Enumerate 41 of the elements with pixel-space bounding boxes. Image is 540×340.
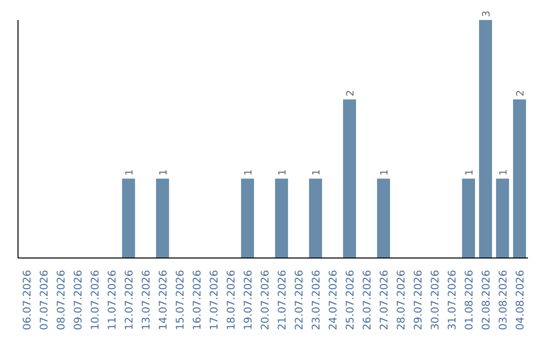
- x-tick-label: 23.07.2026: [310, 270, 322, 330]
- x-tick-label: 14.07.2026: [158, 270, 170, 330]
- x-tick-label: 20.07.2026: [260, 270, 272, 330]
- x-tick-label: 13.07.2026: [140, 270, 152, 330]
- x-tick-label: 16.07.2026: [192, 270, 204, 330]
- data-label: 2: [516, 90, 527, 96]
- x-tick-label: 27.07.2026: [378, 270, 390, 330]
- x-tick-label: 17.07.2026: [208, 270, 220, 330]
- x-tick-label: 07.07.2026: [38, 270, 50, 330]
- x-tick-label: 28.07.2026: [396, 270, 408, 330]
- x-tick-label: 08.07.2026: [56, 270, 68, 330]
- x-tick-label: 29.07.2026: [412, 270, 424, 330]
- data-label: 1: [244, 169, 255, 176]
- x-tick-label: 02.08.2026: [480, 270, 492, 330]
- x-tick-label: 26.07.2026: [362, 270, 374, 330]
- x-tick-label: 11.07.2026: [106, 270, 118, 330]
- x-tick-label: 30.07.2026: [430, 270, 442, 330]
- x-tick-label: 15.07.2026: [174, 270, 186, 330]
- x-tick-label: 09.07.2026: [72, 270, 84, 330]
- data-label: 1: [278, 169, 289, 176]
- x-tick-label: 12.07.2026: [124, 270, 136, 330]
- x-tick-label: 19.07.2026: [242, 270, 254, 330]
- x-tick-label: 31.07.2026: [446, 270, 458, 330]
- x-tick-label: 18.07.2026: [226, 270, 238, 330]
- x-tick-label: 21.07.2026: [276, 270, 288, 330]
- x-tick-label: 01.08.2026: [464, 270, 476, 330]
- data-label: 2: [346, 90, 357, 96]
- data-label: 1: [312, 169, 323, 176]
- data-label: 1: [380, 169, 391, 176]
- data-label: 1: [124, 169, 136, 176]
- data-label: 3: [482, 10, 493, 17]
- x-tick-label: 04.08.2026: [514, 270, 526, 330]
- data-label: 1: [498, 169, 510, 176]
- data-label: 1: [158, 169, 170, 176]
- data-label: 1: [464, 169, 476, 176]
- x-tick-label: 10.07.2026: [90, 270, 102, 330]
- x-tick-label: 22.07.2026: [294, 270, 306, 330]
- x-tick-label: 06.07.2026: [22, 270, 34, 330]
- x-tick-label: 03.08.2026: [498, 270, 510, 330]
- x-tick-label: 24.07.2026: [328, 270, 340, 330]
- x-tick-label: 25.07.2026: [344, 270, 356, 330]
